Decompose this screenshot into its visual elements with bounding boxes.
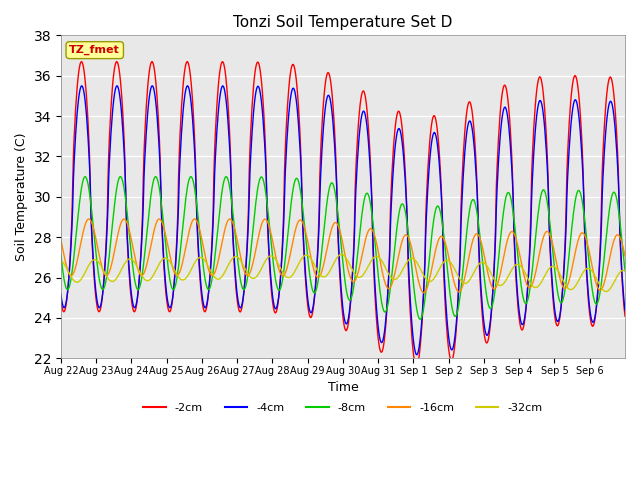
Legend: -2cm, -4cm, -8cm, -16cm, -32cm: -2cm, -4cm, -8cm, -16cm, -32cm bbox=[139, 398, 547, 417]
-16cm bbox=[277, 271, 285, 277]
-8cm bbox=[124, 216, 132, 222]
-4cm bbox=[413, 352, 420, 358]
-32cm bbox=[338, 252, 346, 257]
-8cm bbox=[81, 174, 89, 180]
-8cm bbox=[255, 177, 263, 183]
-2cm bbox=[124, 250, 132, 255]
-4cm bbox=[255, 86, 263, 92]
-16cm bbox=[57, 237, 65, 243]
-32cm bbox=[434, 270, 442, 276]
-2cm bbox=[402, 181, 410, 187]
-32cm bbox=[57, 258, 65, 264]
-4cm bbox=[435, 149, 442, 155]
X-axis label: Time: Time bbox=[328, 382, 358, 395]
-4cm bbox=[621, 308, 629, 313]
-8cm bbox=[402, 212, 410, 217]
-32cm bbox=[255, 271, 262, 276]
-4cm bbox=[277, 272, 285, 277]
-2cm bbox=[277, 269, 285, 275]
-8cm bbox=[416, 316, 424, 322]
-16cm bbox=[255, 229, 263, 235]
Text: TZ_fmet: TZ_fmet bbox=[69, 45, 120, 55]
Title: Tonzi Soil Temperature Set D: Tonzi Soil Temperature Set D bbox=[233, 15, 452, 30]
-32cm bbox=[602, 288, 610, 294]
-32cm bbox=[621, 268, 629, 274]
-2cm bbox=[57, 297, 65, 303]
-16cm bbox=[402, 232, 410, 238]
-32cm bbox=[276, 264, 284, 270]
-16cm bbox=[228, 217, 236, 223]
-4cm bbox=[124, 230, 131, 236]
-8cm bbox=[621, 268, 629, 274]
-4cm bbox=[228, 191, 236, 197]
-2cm bbox=[435, 136, 442, 142]
Line: -32cm: -32cm bbox=[61, 254, 625, 291]
-16cm bbox=[420, 290, 428, 296]
-16cm bbox=[621, 253, 629, 259]
-2cm bbox=[255, 63, 263, 69]
-4cm bbox=[402, 188, 410, 194]
-2cm bbox=[228, 197, 236, 203]
-16cm bbox=[435, 238, 442, 244]
Line: -4cm: -4cm bbox=[61, 86, 625, 355]
-2cm bbox=[621, 313, 629, 319]
-8cm bbox=[228, 198, 236, 204]
-32cm bbox=[227, 258, 235, 264]
-8cm bbox=[435, 203, 442, 209]
-16cm bbox=[124, 222, 132, 228]
Line: -8cm: -8cm bbox=[61, 177, 625, 319]
-2cm bbox=[77, 59, 85, 64]
Line: -16cm: -16cm bbox=[61, 219, 625, 293]
-16cm bbox=[85, 216, 93, 222]
-2cm bbox=[412, 363, 420, 369]
Line: -2cm: -2cm bbox=[61, 61, 625, 366]
-8cm bbox=[277, 285, 285, 290]
-32cm bbox=[124, 257, 131, 263]
-4cm bbox=[57, 291, 65, 297]
-8cm bbox=[57, 252, 65, 258]
-4cm bbox=[184, 83, 191, 89]
Y-axis label: Soil Temperature (C): Soil Temperature (C) bbox=[15, 132, 28, 261]
-32cm bbox=[402, 261, 410, 267]
